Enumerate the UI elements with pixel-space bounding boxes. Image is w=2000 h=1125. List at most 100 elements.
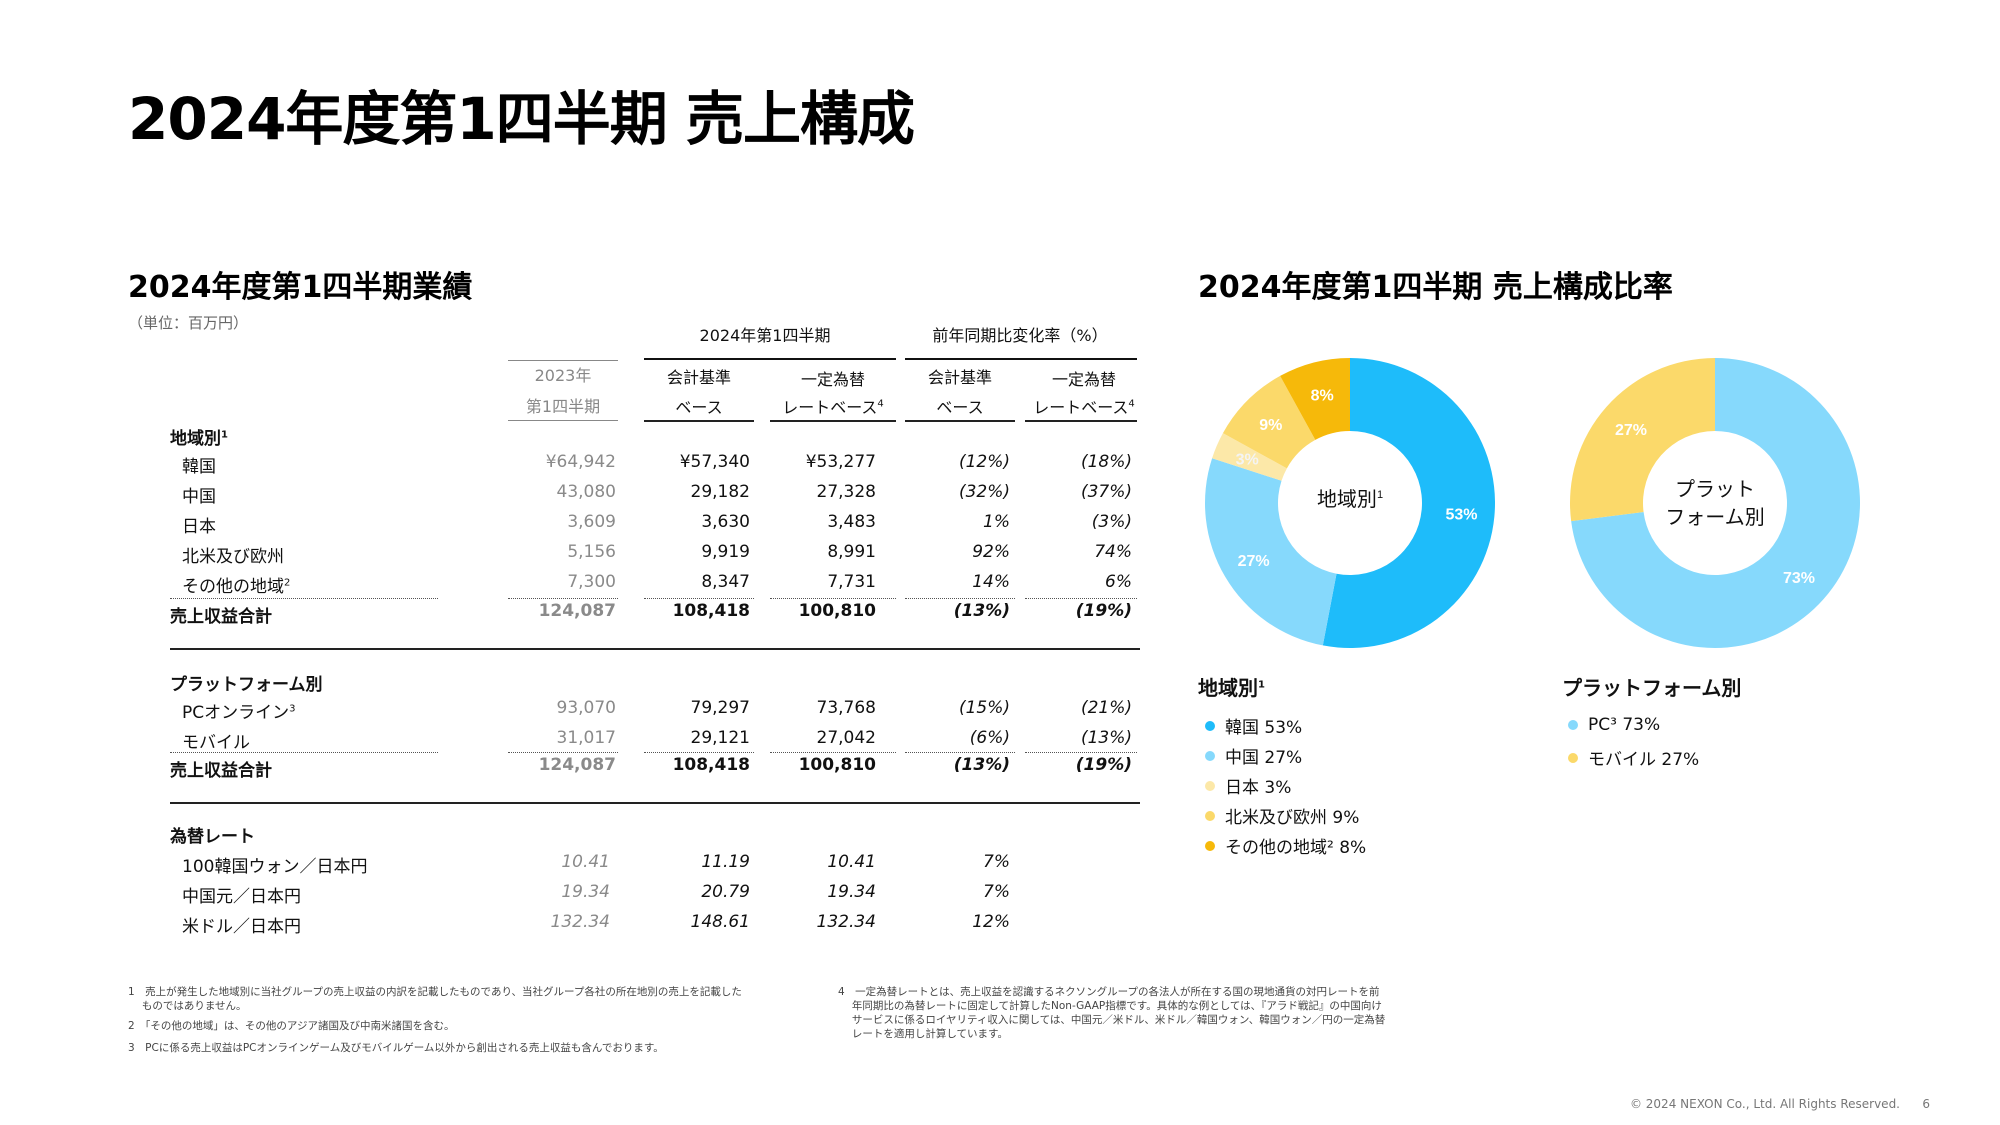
cell-fx: 10.41 xyxy=(827,852,876,872)
total-prev: 124,087 xyxy=(538,601,616,621)
total-yoy-fx: (19%) xyxy=(1075,601,1132,621)
total-yoy-fx: (19%) xyxy=(1075,755,1132,775)
fx-section-label: 為替レート xyxy=(170,827,255,847)
footnote-2: 2 「その他の地域」は、その他のアジア諸国及び中南米諸国を含む。 xyxy=(128,1020,455,1032)
cell-fx: 8,991 xyxy=(827,542,876,562)
total-acct: 108,418 xyxy=(672,755,750,775)
cell-prev: 10.41 xyxy=(561,852,610,872)
region-donut-chart: 53% 27% 3% 9% 8% 地域別1 xyxy=(1205,358,1495,648)
platform-donut-center-label-2: フォーム別 xyxy=(1665,506,1764,529)
dotted-rule xyxy=(905,752,1015,753)
platform-section-label: プラットフォーム別 xyxy=(170,675,323,695)
region-row-label: その他の地域2 xyxy=(182,577,291,597)
legend-swatch xyxy=(1205,810,1215,821)
cell-fx: 27,042 xyxy=(816,728,876,748)
header-fx-2: レートベース4 xyxy=(782,398,884,417)
dotted-rule xyxy=(1025,752,1137,753)
donut-slice-5 xyxy=(1280,358,1350,440)
table-title: 2024年度第1四半期業績 xyxy=(128,270,473,305)
footnote-4a: 4 一定為替レートとは、売上収益を認識するネクソングループの各法人が所在する国の… xyxy=(838,986,1380,998)
header-acct-2: ベース xyxy=(675,398,723,417)
region-row-label: 韓国 xyxy=(182,457,216,477)
cell-yoy-acct: (15%) xyxy=(958,698,1010,718)
platform-row-label: モバイル xyxy=(182,733,250,753)
platform-total-label: 売上収益合計 xyxy=(170,761,272,781)
header-yoy-group: 前年同期比変化率（%） xyxy=(932,326,1108,345)
copyright: © 2024 NEXON Co., Ltd. All Rights Reserv… xyxy=(1629,1097,1900,1111)
cell-yoy-acct: 1% xyxy=(983,512,1010,532)
donut-slice-label-4: 9% xyxy=(1259,417,1282,434)
cell-acct: 11.19 xyxy=(701,852,750,872)
fx-row-label: 100韓国ウォン／日本円 xyxy=(182,857,368,877)
donut-slice-1 xyxy=(1322,358,1495,648)
total-yoy-acct: (13%) xyxy=(953,755,1010,775)
header-yfx-2: レートベース4 xyxy=(1033,398,1135,417)
platform-donut-center-label-1: プラット xyxy=(1675,479,1755,501)
footnote-1a: 1 売上が発生した地域別に当社グループの売上収益の内訳を記載したものであり、当社… xyxy=(128,986,742,998)
total-fx: 100,810 xyxy=(798,755,876,775)
cell-yoy-fx: (3%) xyxy=(1091,512,1132,532)
footnote-4b: 年同期比の為替レートに固定して計算したNon-GAAP指標です。具体的な例として… xyxy=(838,1000,1382,1012)
cell-fx: 73,768 xyxy=(816,698,876,718)
legend-item: 日本 3% xyxy=(1205,773,1291,798)
region-donut-slices: 53% 27% 3% 9% 8% xyxy=(1205,358,1495,648)
cell-yoy-acct: 12% xyxy=(972,912,1010,932)
fx-row-label: 中国元／日本円 xyxy=(182,887,301,907)
platform-row-label: PCオンライン3 xyxy=(182,703,296,723)
legend-item: 韓国 53% xyxy=(1205,713,1302,738)
cell-yoy-acct: (6%) xyxy=(969,728,1010,748)
region-legend-title: 地域別1 xyxy=(1198,676,1265,700)
donut-slice-4 xyxy=(1222,375,1316,469)
legend-item: 北米及び欧州 9% xyxy=(1205,803,1359,828)
cell-acct: 29,182 xyxy=(690,482,750,502)
legend-swatch xyxy=(1205,840,1215,851)
cell-prev: 7,300 xyxy=(567,572,616,592)
legend-item: モバイル 27% xyxy=(1568,745,1699,770)
cell-fx: 19.34 xyxy=(827,882,876,902)
header-rule-q xyxy=(644,358,896,360)
donut-slice-2 xyxy=(1570,358,1715,522)
legend-swatch xyxy=(1205,750,1215,761)
cell-yoy-acct: 14% xyxy=(972,572,1010,592)
cell-prev: 93,070 xyxy=(556,698,616,718)
cell-yoy-fx: 74% xyxy=(1094,542,1132,562)
cell-yoy-acct: 92% xyxy=(972,542,1010,562)
legend-item: その他の地域² 8% xyxy=(1205,833,1366,858)
cell-fx: 3,483 xyxy=(827,512,876,532)
header-underline-prev xyxy=(508,420,618,421)
dotted-rule xyxy=(1025,598,1137,599)
region-row-label: 北米及び欧州 xyxy=(182,547,284,567)
region-section-label: 地域別1 xyxy=(170,429,228,449)
legend-swatch xyxy=(1568,752,1578,763)
total-fx: 100,810 xyxy=(798,601,876,621)
donut-slice-label-3: 3% xyxy=(1236,452,1259,469)
cell-yoy-acct: (32%) xyxy=(958,482,1010,502)
region-row-label: 日本 xyxy=(182,517,216,537)
cell-acct: 29,121 xyxy=(690,728,750,748)
cell-yoy-acct: 7% xyxy=(983,882,1010,902)
cell-yoy-acct: (12%) xyxy=(958,452,1010,472)
header-q-group: 2024年第1四半期 xyxy=(699,326,831,345)
region-row-label: 中国 xyxy=(182,487,216,507)
footnote-3: 3 PCに係る売上収益はPCオンラインゲーム及びモバイルゲーム以外から創出される… xyxy=(128,1042,664,1054)
header-rule-yoy xyxy=(905,358,1137,360)
footnote-4c: サービスに係るロイヤリティ収入に関しては、中国元／米ドル、米ドル／韓国ウォン、韓… xyxy=(838,1014,1386,1026)
platform-donut-chart: 73% 27% プラット フォーム別 xyxy=(1570,358,1860,648)
header-yfx-1: 一定為替 xyxy=(1051,370,1116,389)
dotted-rule xyxy=(170,752,438,753)
platform-legend-title: プラットフォーム別 xyxy=(1562,676,1742,700)
legend-swatch xyxy=(1205,780,1215,791)
cell-acct: ¥57,340 xyxy=(679,452,750,472)
cell-yoy-fx: (18%) xyxy=(1080,452,1132,472)
page-title: 2024年度第1四半期 売上構成 xyxy=(128,85,915,153)
header-yacct-1: 会計基準 xyxy=(927,368,992,387)
total-acct: 108,418 xyxy=(672,601,750,621)
cell-acct: 3,630 xyxy=(701,512,750,532)
cell-fx: ¥53,277 xyxy=(805,452,876,472)
region-total-label: 売上収益合計 xyxy=(170,607,272,627)
donut-slice-label-5: 8% xyxy=(1311,388,1334,405)
cell-acct: 20.79 xyxy=(701,882,750,902)
legend-item: 中国 27% xyxy=(1205,743,1302,768)
header-acct-1: 会計基準 xyxy=(666,368,731,387)
legend-swatch xyxy=(1568,720,1578,730)
